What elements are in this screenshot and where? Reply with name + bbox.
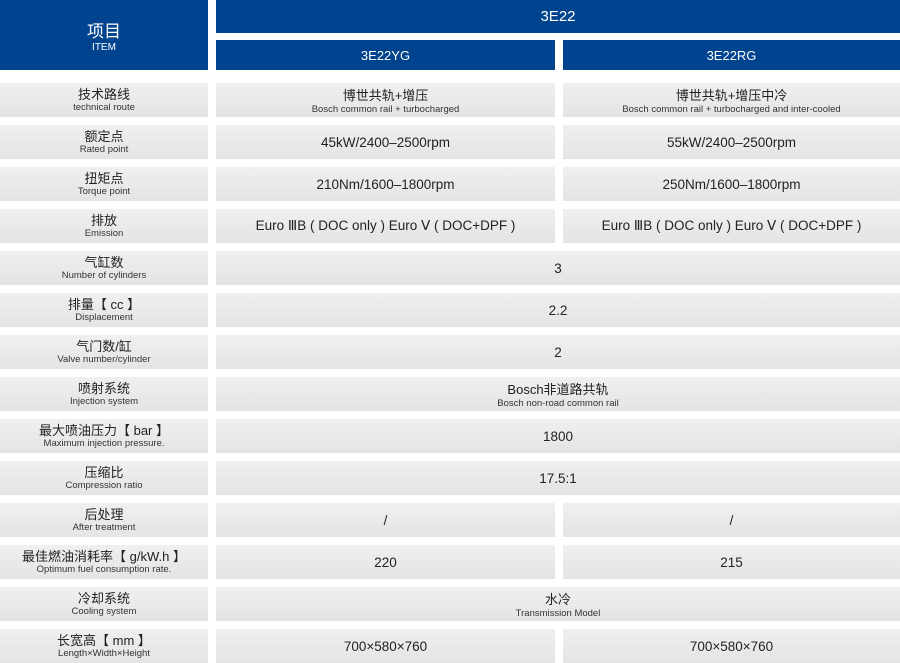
label-zh: 技术路线 (77, 87, 130, 102)
value-cell-span: 3 (216, 251, 900, 285)
row-label: 压缩比 Compression ratio (0, 461, 208, 495)
value-main: 2.2 (548, 302, 568, 318)
value-sub: Transmission Model (515, 608, 601, 619)
row-label: 长宽高【 mm 】 Length×Width×Height (0, 629, 208, 663)
label-en: After treatment (72, 522, 136, 533)
item-header: 项目 ITEM (0, 0, 208, 70)
value-main: 45kW/2400–2500rpm (320, 134, 451, 150)
value-cell-span: 2.2 (216, 293, 900, 327)
variant-name: 3E22YG (360, 47, 411, 63)
value-cell-2: 55kW/2400–2500rpm (563, 125, 900, 159)
value-cell-1: 45kW/2400–2500rpm (216, 125, 555, 159)
value-main: 博世共轨+增压中冷 (675, 88, 788, 103)
label-en: Maximum injection pressure. (43, 438, 165, 449)
value-main: 215 (720, 554, 743, 570)
value-sub: Bosch common rail + turbocharged and int… (622, 104, 841, 115)
value-main: 250Nm/1600–1800rpm (662, 176, 801, 192)
value-cell-2: 215 (563, 545, 900, 579)
row-label: 气门数/缸 Valve number/cylinder (0, 335, 208, 369)
value-main: Euro ⅢB ( DOC only ) Euro Ⅴ ( DOC+DPF ) (601, 218, 862, 233)
value-main: Bosch非道路共轨 (507, 382, 609, 397)
value-main: Euro ⅢB ( DOC only ) Euro Ⅴ ( DOC+DPF ) (255, 218, 516, 233)
value-cell-span: 17.5:1 (216, 461, 900, 495)
value-cell-1: 博世共轨+增压 Bosch common rail + turbocharged (216, 83, 555, 117)
value-main: 55kW/2400–2500rpm (666, 134, 797, 150)
label-zh: 压缩比 (84, 465, 124, 480)
model-header: 3E22 (216, 0, 900, 33)
value-cell-1: 210Nm/1600–1800rpm (216, 167, 555, 201)
row-label: 最大喷油压力【 bar 】 Maximum injection pressure. (0, 419, 208, 453)
label-en: Valve number/cylinder (57, 354, 151, 365)
label-zh: 扭矩点 (84, 171, 124, 186)
label-zh: 排量【 cc 】 (67, 297, 141, 312)
row-label: 扭矩点 Torque point (0, 167, 208, 201)
value-main: 水冷 (544, 592, 571, 607)
label-en: Injection system (69, 396, 139, 407)
item-header-en: ITEM (92, 41, 116, 53)
label-en: Optimum fuel consumption rate. (36, 564, 172, 575)
row-label: 排量【 cc 】 Displacement (0, 293, 208, 327)
label-en: Rated point (79, 144, 129, 155)
label-en: Length×Width×Height (58, 648, 150, 659)
variant-header-2: 3E22RG (563, 40, 900, 70)
label-en: technical route (73, 102, 135, 113)
label-zh: 排放 (90, 213, 117, 228)
value-cell-1: 220 (216, 545, 555, 579)
value-main: 17.5:1 (539, 470, 577, 486)
row-label: 最佳燃油消耗率【 g/kW.h 】 Optimum fuel consumptio… (0, 545, 208, 579)
label-en: Displacement (75, 312, 133, 323)
variant-header-1: 3E22YG (216, 40, 555, 70)
row-label: 气缸数 Number of cylinders (0, 251, 208, 285)
value-cell-span: 2 (216, 335, 900, 369)
value-main: 220 (374, 554, 397, 570)
value-cell-2: / (563, 503, 900, 537)
label-zh: 长宽高【 mm 】 (57, 633, 151, 648)
label-zh: 最大喷油压力【 bar 】 (38, 423, 169, 438)
row-label: 额定点 Rated point (0, 125, 208, 159)
value-cell-2: Euro ⅢB ( DOC only ) Euro Ⅴ ( DOC+DPF ) (563, 209, 900, 243)
value-sub: Bosch non-road common rail (497, 398, 619, 409)
value-cell-span: Bosch非道路共轨 Bosch non-road common rail (216, 377, 900, 411)
value-main: 1800 (542, 428, 574, 444)
value-main: 700×580×760 (343, 638, 428, 654)
label-zh: 冷却系统 (77, 591, 130, 606)
value-cell-span: 水冷 Transmission Model (216, 587, 900, 621)
label-en: Compression ratio (65, 480, 143, 491)
value-main: 2 (554, 344, 562, 360)
row-label: 后处理 After treatment (0, 503, 208, 537)
label-zh: 额定点 (84, 129, 124, 144)
label-zh: 喷射系统 (77, 381, 130, 396)
value-cell-1: 700×580×760 (216, 629, 555, 663)
value-main: 博世共轨+增压 (342, 88, 429, 103)
value-cell-2: 250Nm/1600–1800rpm (563, 167, 900, 201)
value-cell-1: / (216, 503, 555, 537)
label-zh: 气门数/缸 (76, 339, 132, 354)
value-main: / (383, 512, 388, 528)
label-en: Number of cylinders (61, 270, 147, 281)
variant-name: 3E22RG (706, 47, 757, 63)
row-label: 技术路线 technical route (0, 83, 208, 117)
label-en: Torque point (77, 186, 131, 197)
value-cell-span: 1800 (216, 419, 900, 453)
value-sub: Bosch common rail + turbocharged (311, 104, 460, 115)
label-en: Emission (84, 228, 124, 239)
value-main: 3 (554, 260, 562, 276)
label-zh: 最佳燃油消耗率【 g/kW.h 】 (22, 549, 186, 564)
item-header-zh: 项目 (87, 21, 121, 41)
label-en: Cooling system (71, 606, 137, 617)
value-main: 700×580×760 (689, 638, 774, 654)
row-label: 排放 Emission (0, 209, 208, 243)
value-cell-2: 博世共轨+增压中冷 Bosch common rail + turbocharge… (563, 83, 900, 117)
value-cell-1: Euro ⅢB ( DOC only ) Euro Ⅴ ( DOC+DPF ) (216, 209, 555, 243)
label-zh: 气缸数 (84, 255, 124, 270)
row-label: 冷却系统 Cooling system (0, 587, 208, 621)
label-zh: 后处理 (84, 507, 124, 522)
model-name: 3E22 (540, 8, 576, 25)
value-cell-2: 700×580×760 (563, 629, 900, 663)
value-main: 210Nm/1600–1800rpm (316, 176, 455, 192)
value-main: / (729, 512, 734, 528)
row-label: 喷射系统 Injection system (0, 377, 208, 411)
